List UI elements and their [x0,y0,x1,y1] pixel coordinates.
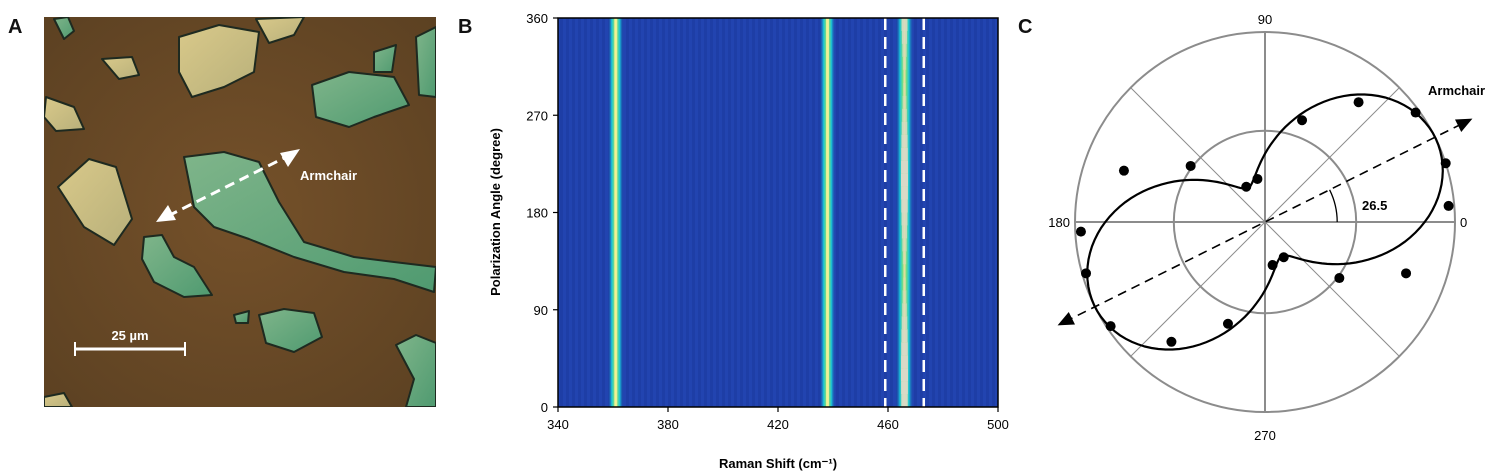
y-tick-label: 0 [541,400,548,415]
polar-data-point [1440,158,1451,169]
flake [44,392,73,407]
flake [311,71,410,128]
armchair-direction-label: Armchair [1428,83,1485,98]
polar-data-point [1267,260,1278,271]
polar-data-point [1353,97,1364,108]
flake [233,310,250,324]
flake [101,56,140,80]
optical-micrograph: Armchair 25 µm [44,17,436,407]
flake [395,334,436,407]
y-tick-label: 270 [526,108,548,123]
polar-data-point [1118,165,1129,176]
polar-data-point [1222,318,1233,329]
polar-label-270: 270 [1254,428,1276,443]
polar-data-point [1241,181,1252,192]
polar-data-point [1105,321,1116,332]
flake [141,234,213,298]
polar-data-point [1401,268,1412,279]
scale-bar-label: 25 µm [111,328,148,343]
armchair-label: Armchair [300,168,357,183]
polar-data-point [1410,107,1421,118]
angle-arc [1329,189,1338,223]
polar-data-point [1297,115,1308,126]
x-tick-label: 340 [547,417,569,432]
polar-label-0: 0 [1460,215,1467,230]
panel-label-c: C [1018,16,1033,38]
arrow-head-icon [1057,312,1075,326]
polar-data-point [1252,173,1263,184]
polar-data-point [1081,268,1092,279]
armchair-arrow [167,150,297,218]
panel-label-b: B [458,16,473,38]
flake [258,308,323,353]
flake [255,17,305,44]
flake [44,96,85,132]
arrow-head-icon [1455,118,1473,132]
flake [183,151,436,293]
armchair-angle-label: 26.5 [1362,198,1387,213]
arrow-head-icon [156,205,176,222]
y-tick-label: 360 [526,11,548,26]
polar-data-point [1075,226,1086,237]
polar-diagonal [1130,87,1400,357]
polar-data-point [1443,200,1454,211]
flake [373,44,397,73]
x-tick-label: 380 [657,417,679,432]
polar-label-180: 180 [1048,215,1070,230]
polar-data-point [1334,273,1345,284]
y-axis-label: Polarization Angle (degree) [488,128,503,296]
flake [53,17,75,40]
arrow-head-icon [280,149,300,167]
polar-data-point [1166,336,1177,347]
flake [415,26,436,98]
x-tick-label: 420 [767,417,789,432]
polar-plot-chart: 90 0 180 270 Armchair 26.5 [1048,12,1485,443]
panel-label-a: A [8,16,23,38]
x-tick-label: 460 [877,417,899,432]
raman-heatmap-chart: 340 380 420 460 500 0 90 180 270 360 Raman Shift … [488,11,1009,471]
flake [178,24,260,98]
polar-data-point [1185,160,1196,171]
polar-label-90: 90 [1258,12,1272,27]
y-tick-label: 90 [534,303,548,318]
x-axis-label: Raman Shift (cm⁻¹) [719,456,837,471]
x-tick-label: 500 [987,417,1009,432]
polar-data-point [1278,252,1289,263]
y-tick-label: 180 [526,206,548,221]
flake [57,158,133,246]
